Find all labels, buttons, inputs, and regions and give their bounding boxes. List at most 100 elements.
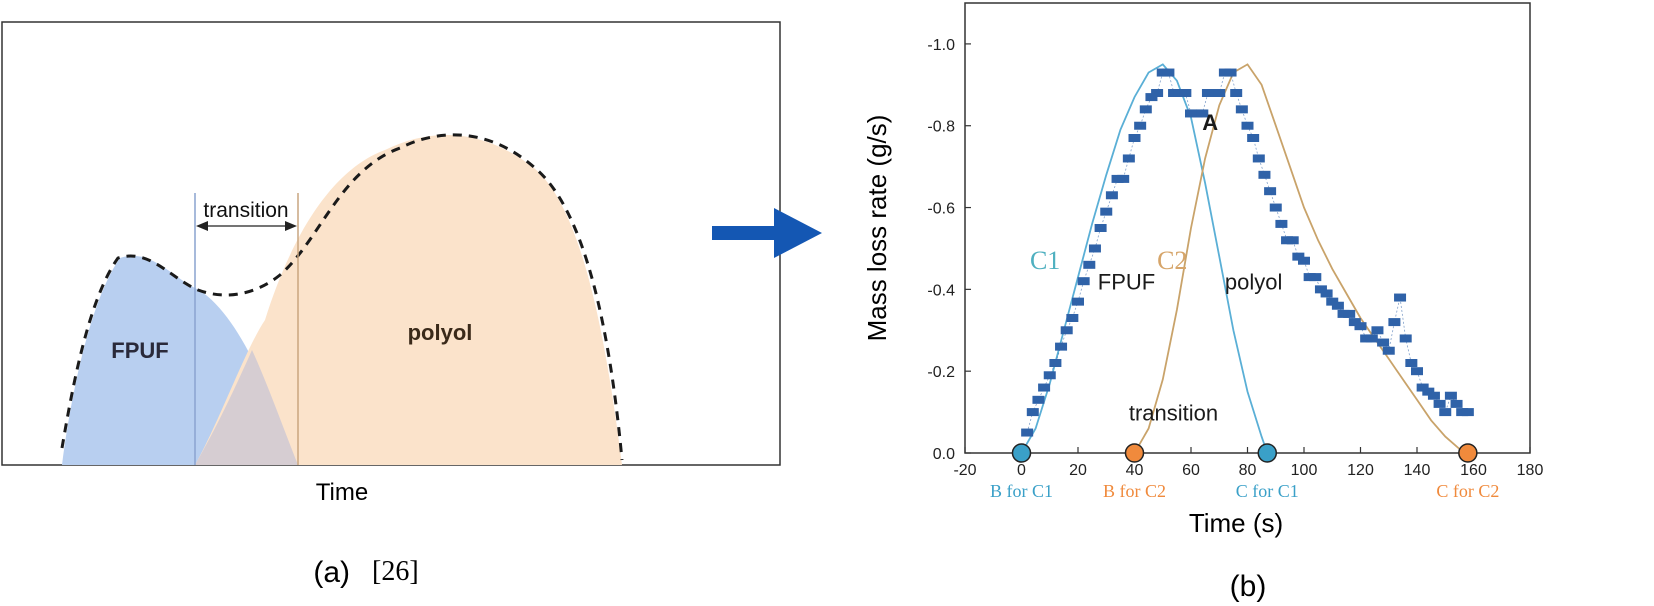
marker bbox=[1458, 443, 1478, 463]
x-tick-label: 60 bbox=[1182, 462, 1200, 479]
data-point bbox=[1388, 318, 1401, 327]
data-point bbox=[1230, 89, 1243, 97]
data-point bbox=[1394, 293, 1407, 302]
y-tick-label: -0.6 bbox=[927, 201, 955, 218]
data-point bbox=[1134, 121, 1147, 130]
data-point bbox=[1298, 256, 1310, 265]
x-tick-label: 0 bbox=[1017, 462, 1026, 479]
y-tick-label: 0.0 bbox=[933, 446, 955, 463]
y-tick-label: -1.0 bbox=[927, 37, 955, 54]
data-point bbox=[1066, 314, 1079, 322]
data-point bbox=[1343, 309, 1356, 318]
annotation: FPUF bbox=[1098, 269, 1155, 294]
data-point bbox=[1122, 154, 1135, 163]
data-point bbox=[1365, 334, 1378, 343]
x-tick-label: 40 bbox=[1126, 462, 1144, 479]
transition-label: transition bbox=[203, 199, 288, 222]
data-point bbox=[1405, 359, 1418, 367]
x-tick-label: 120 bbox=[1347, 462, 1374, 479]
arrow-shaft bbox=[712, 226, 782, 240]
panel-b-plot-frame bbox=[964, 2, 1531, 454]
data-point bbox=[1105, 191, 1118, 200]
data-point bbox=[1117, 174, 1130, 183]
data-point bbox=[1450, 399, 1463, 408]
data-point bbox=[1060, 326, 1073, 335]
data-point bbox=[1444, 391, 1457, 400]
marker-label: C for C2 bbox=[1436, 481, 1499, 501]
data-point bbox=[1264, 187, 1277, 196]
data-point bbox=[1139, 105, 1152, 114]
annotation: polyol bbox=[1225, 269, 1282, 294]
data-point bbox=[1371, 326, 1384, 335]
panel-b-caption: (b) bbox=[1230, 570, 1267, 603]
fpuf-label: FPUF bbox=[111, 338, 168, 363]
arrow-left-head bbox=[196, 221, 208, 231]
overlap-area bbox=[195, 350, 298, 465]
axis-ticks: -20 0 20 40 60 80 100 120 140 160 180 0.0 -0.2 -0.4 -0… bbox=[927, 37, 1543, 479]
data-point bbox=[1320, 289, 1333, 298]
markers: B for C1 B for C2 C for C1 C for C2 bbox=[990, 443, 1499, 501]
data-point bbox=[1275, 219, 1288, 228]
data-point bbox=[1427, 391, 1440, 400]
data-point bbox=[1309, 273, 1322, 282]
y-tick-label: -0.4 bbox=[927, 282, 955, 299]
x-tick-label: 140 bbox=[1404, 462, 1431, 479]
y-tick-label: -0.8 bbox=[927, 119, 955, 136]
data-point bbox=[1049, 359, 1062, 367]
data-point bbox=[1422, 387, 1435, 396]
data-point bbox=[1179, 89, 1192, 97]
data-point bbox=[1083, 260, 1096, 269]
data-point bbox=[1377, 338, 1390, 347]
data-point bbox=[1038, 383, 1051, 392]
marker-label: B for C1 bbox=[990, 481, 1053, 501]
panel-b-xlabel: Time (s) bbox=[1189, 508, 1283, 538]
data-point bbox=[1077, 277, 1090, 286]
data-point bbox=[1292, 252, 1305, 261]
polyol-label: polyol bbox=[408, 320, 473, 345]
x-tick-label: 80 bbox=[1239, 462, 1257, 479]
x-tick-label: 20 bbox=[1069, 462, 1087, 479]
annotation: A bbox=[1202, 110, 1218, 135]
data-point bbox=[1354, 322, 1367, 331]
data-point bbox=[1100, 207, 1113, 216]
data-point bbox=[1433, 399, 1446, 408]
data-point bbox=[1224, 68, 1237, 77]
arrow-head bbox=[774, 208, 822, 258]
data-point bbox=[1331, 301, 1344, 310]
marker bbox=[1011, 443, 1032, 463]
data-point bbox=[1326, 297, 1339, 306]
measured-points bbox=[1021, 68, 1474, 437]
data-point bbox=[1247, 134, 1260, 142]
data-point bbox=[1094, 224, 1107, 232]
data-point bbox=[1072, 297, 1084, 306]
marker bbox=[1124, 443, 1145, 463]
data-point bbox=[1145, 93, 1158, 102]
data-point bbox=[1411, 367, 1423, 376]
data-point bbox=[1196, 109, 1209, 118]
data-point bbox=[1128, 134, 1141, 142]
data-point bbox=[1032, 395, 1045, 404]
data-point bbox=[1416, 383, 1429, 392]
data-point bbox=[1258, 170, 1271, 179]
data-point bbox=[1043, 371, 1056, 380]
marker bbox=[1257, 443, 1278, 463]
panel-a-reference: [26] bbox=[372, 556, 419, 587]
data-point bbox=[1213, 89, 1226, 97]
data-point bbox=[1399, 334, 1412, 343]
data-point bbox=[1151, 89, 1164, 97]
annotation: C2 bbox=[1157, 246, 1187, 275]
data-point bbox=[1252, 154, 1265, 163]
panel-a-caption: (a) bbox=[313, 556, 350, 589]
marker-label: B for C2 bbox=[1103, 481, 1166, 501]
panel-b: -20 0 20 40 60 80 100 120 140 160 180 0.0 -0.2 -0.4 -0… bbox=[862, 2, 1543, 603]
arrow-right-head bbox=[285, 221, 297, 231]
panel-a: transition FPUF polyol Time (a) [26] bbox=[1, 21, 781, 589]
x-tick-label: 180 bbox=[1517, 462, 1544, 479]
data-point bbox=[1348, 318, 1361, 327]
marker-label: C for C1 bbox=[1236, 481, 1299, 501]
annotation: transition bbox=[1129, 400, 1218, 425]
panel-a-xlabel: Time bbox=[316, 479, 368, 506]
y-tick-label: -0.2 bbox=[927, 364, 955, 381]
